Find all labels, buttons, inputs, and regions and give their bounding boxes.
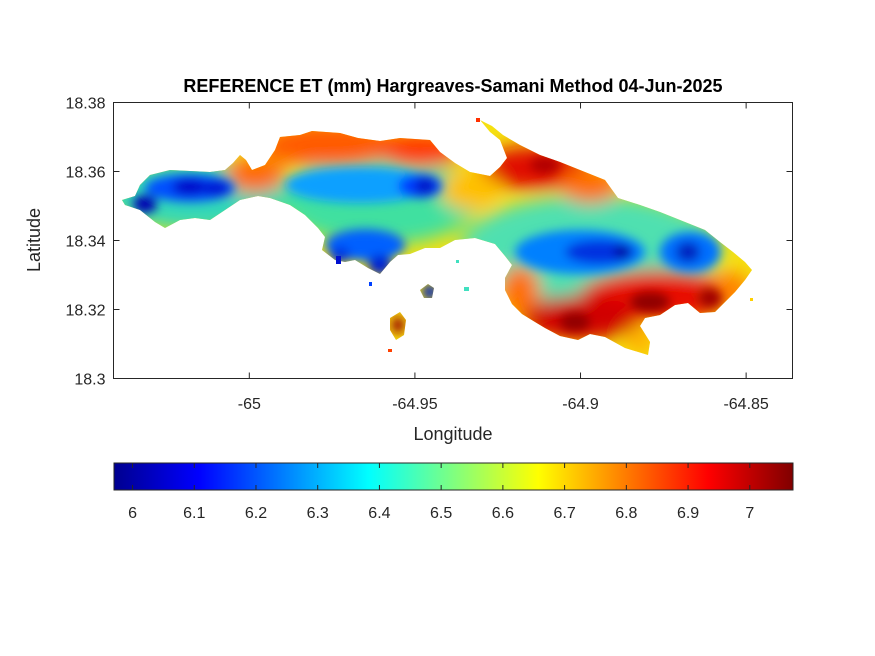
- x-tick-label: -64.95: [392, 396, 437, 413]
- y-tick-label: 18.34: [65, 234, 105, 251]
- x-tick-label: -64.85: [723, 396, 768, 413]
- colorbar: [113, 462, 794, 491]
- colorbar-tick-label: 6.5: [430, 505, 452, 522]
- y-tick-label: 18.32: [65, 303, 105, 320]
- y-tick-label: 18.38: [65, 96, 105, 113]
- colorbar-tick-label: 6.2: [245, 505, 267, 522]
- colorbar-tick-label: 6.3: [307, 505, 329, 522]
- y-tick-label: 18.36: [65, 165, 105, 182]
- y-axis-ticks: 18.38 18.36 18.34 18.32 18.3: [65, 96, 793, 389]
- isolated-cells: [336, 118, 753, 352]
- y-axis-label: Latitude: [24, 208, 44, 272]
- colorbar-tick-label: 6.7: [553, 505, 575, 522]
- colorbar-tick-label: 6.9: [677, 505, 699, 522]
- colorbar-tick-label: 6.1: [183, 505, 205, 522]
- x-axis-ticks: -65 -64.95 -64.9 -64.85: [238, 102, 769, 413]
- colorbar-tick-label: 6.4: [368, 505, 390, 522]
- colorbar-ticks: 6 6.1 6.2 6.3 6.4 6.5 6.6 6.7 6.8 6.9 7: [128, 463, 754, 522]
- colorbar-tick-label: 6.8: [615, 505, 637, 522]
- x-axis-label: Longitude: [413, 424, 492, 444]
- y-tick-label: 18.3: [74, 372, 105, 389]
- colorbar-tick-label: 6: [128, 505, 137, 522]
- x-tick-label: -65: [238, 396, 261, 413]
- colorbar-tick-label: 6.6: [492, 505, 514, 522]
- colorbar-tick-label: 7: [745, 505, 754, 522]
- x-tick-label: -64.9: [562, 396, 599, 413]
- map-title: REFERENCE ET (mm) Hargreaves-Samani Meth…: [183, 76, 722, 96]
